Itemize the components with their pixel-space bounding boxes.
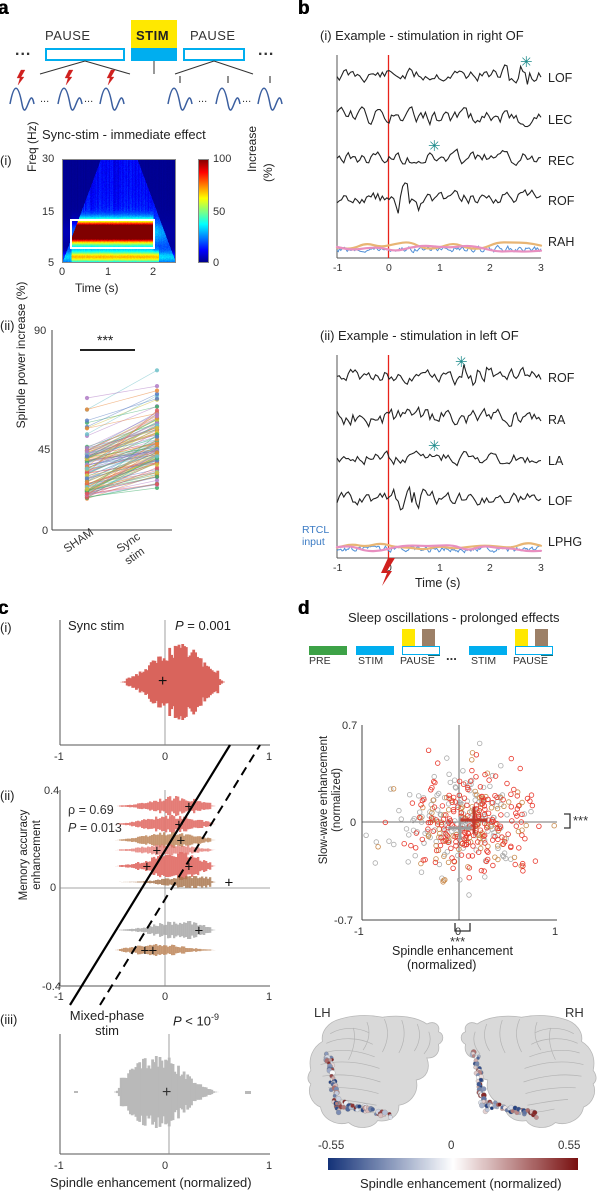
svg-text:0: 0 xyxy=(350,817,356,829)
svg-text:+: + xyxy=(185,799,194,816)
svg-text:0: 0 xyxy=(162,991,168,1003)
svg-text:RA: RA xyxy=(548,413,566,427)
svg-text:ROF: ROF xyxy=(548,194,575,208)
svg-text:1: 1 xyxy=(552,926,558,938)
svg-text:-1: -1 xyxy=(354,926,364,938)
svg-text:1: 1 xyxy=(266,991,272,1003)
svg-text:90: 90 xyxy=(34,325,46,337)
svg-text:+: + xyxy=(177,833,186,850)
svg-text:0: 0 xyxy=(50,882,56,894)
svg-text:2: 2 xyxy=(487,262,493,274)
svg-text:+: + xyxy=(185,859,194,876)
svg-text:LPHG: LPHG xyxy=(548,535,582,549)
svg-text:0: 0 xyxy=(162,751,168,763)
svg-text:0.4: 0.4 xyxy=(44,785,59,797)
svg-text:1: 1 xyxy=(266,1160,272,1172)
svg-text:3: 3 xyxy=(538,562,544,574)
svg-text:ROF: ROF xyxy=(548,371,575,385)
svg-text:2: 2 xyxy=(487,562,493,574)
svg-text:***: *** xyxy=(450,934,465,949)
svg-text:+: + xyxy=(175,817,184,834)
svg-text:***: *** xyxy=(573,813,588,828)
svg-text:-1: -1 xyxy=(333,262,342,274)
svg-text:✳: ✳ xyxy=(455,354,468,371)
svg-text:+: + xyxy=(225,875,234,892)
svg-text:3: 3 xyxy=(538,262,544,274)
svg-text:SHAM: SHAM xyxy=(62,527,96,556)
svg-text:REC: REC xyxy=(548,154,574,168)
svg-text:+: + xyxy=(195,923,204,940)
svg-text:input: input xyxy=(302,536,325,548)
svg-text:(normalized): (normalized) xyxy=(407,958,476,972)
svg-text:P = 0.013: P = 0.013 xyxy=(68,821,122,835)
svg-text:-1: -1 xyxy=(54,751,64,763)
svg-text:LA: LA xyxy=(548,454,564,468)
svg-text:-1: -1 xyxy=(54,1160,64,1172)
svg-text:1: 1 xyxy=(437,262,443,274)
svg-text:RTCL: RTCL xyxy=(302,524,329,536)
svg-text:0: 0 xyxy=(42,525,48,537)
svg-text:-1: -1 xyxy=(54,991,64,1003)
svg-text:+: + xyxy=(162,1084,171,1101)
svg-text:✳: ✳ xyxy=(428,438,441,455)
svg-text:LOF: LOF xyxy=(548,71,573,85)
svg-text:+: + xyxy=(149,943,158,960)
svg-text:LEC: LEC xyxy=(548,113,572,127)
svg-text:0: 0 xyxy=(162,1160,168,1172)
svg-text:0: 0 xyxy=(386,262,392,274)
svg-text:Time (s): Time (s) xyxy=(415,576,460,590)
svg-text:45: 45 xyxy=(38,444,50,456)
svg-text:1: 1 xyxy=(266,751,272,763)
svg-text:0.7: 0.7 xyxy=(342,720,357,732)
svg-text:***: *** xyxy=(97,332,114,348)
svg-text:+: + xyxy=(143,859,152,876)
svg-text:ρ = 0.69: ρ = 0.69 xyxy=(68,803,114,817)
svg-text:+: + xyxy=(153,843,162,860)
svg-text:-1: -1 xyxy=(333,562,342,574)
svg-text:+: + xyxy=(158,673,167,690)
svg-text:LOF: LOF xyxy=(548,494,573,508)
svg-text:RAH: RAH xyxy=(548,235,574,249)
svg-text:-0.7: -0.7 xyxy=(334,915,353,927)
svg-text:1: 1 xyxy=(437,562,443,574)
